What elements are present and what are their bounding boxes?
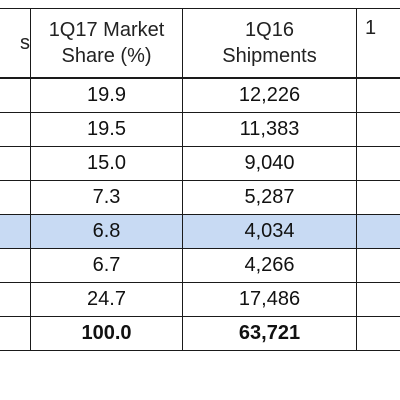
truncated-cell	[356, 180, 400, 215]
column-header-shipments-line2: Shipments	[222, 45, 317, 67]
column-header-truncated: 1	[356, 8, 400, 79]
vendor-cell	[0, 180, 31, 215]
table-header-row: s 1Q17 Market Share (%) 1Q16 Shipments 1	[0, 8, 400, 79]
shipments-cell: 4,034	[182, 214, 357, 249]
table-row: 6.7 4,266	[0, 248, 400, 283]
truncated-cell	[356, 214, 400, 249]
table-row-total: 100.0 63,721	[0, 316, 400, 351]
market-share-cell: 100.0	[30, 316, 183, 351]
market-share-cell: 6.8	[30, 214, 183, 249]
vendor-cell	[0, 77, 31, 113]
table-row: 6.8 4,034	[0, 214, 400, 249]
truncated-cell	[356, 282, 400, 317]
column-header-market-share-line1: 1Q17 Market	[48, 19, 165, 41]
vendor-cell	[0, 146, 31, 181]
column-header-vendor-label: s	[20, 32, 30, 54]
column-header-market-share-line2: Share (%)	[61, 45, 152, 67]
truncated-cell	[356, 248, 400, 283]
table-body: 19.9 12,226 19.5 11,383 15.0 9,040 7.3 5,287 6.8…	[0, 77, 400, 351]
table-row: 19.9 12,226	[0, 77, 400, 113]
market-share-cell: 24.7	[30, 282, 183, 317]
column-header-truncated-label: 1	[365, 17, 377, 39]
truncated-cell	[356, 316, 400, 351]
vendor-cell	[0, 214, 31, 249]
market-share-cell: 6.7	[30, 248, 183, 283]
shipments-cell: 11,383	[182, 112, 357, 147]
table-row: 15.0 9,040	[0, 146, 400, 181]
vendor-cell	[0, 316, 31, 351]
vendor-cell	[0, 112, 31, 147]
vendor-cell	[0, 282, 31, 317]
shipments-cell: 17,486	[182, 282, 357, 317]
shipments-cell: 4,266	[182, 248, 357, 283]
column-header-shipments: 1Q16 Shipments	[182, 8, 357, 79]
vendor-cell	[0, 248, 31, 283]
market-share-cell: 15.0	[30, 146, 183, 181]
table-row: 24.7 17,486	[0, 282, 400, 317]
truncated-cell	[356, 77, 400, 113]
truncated-cell	[356, 112, 400, 147]
column-header-market-share: 1Q17 Market Share (%)	[30, 8, 183, 79]
truncated-cell	[356, 146, 400, 181]
market-share-cell: 19.5	[30, 112, 183, 147]
column-header-shipments-line1: 1Q16	[245, 19, 294, 41]
market-share-cell: 7.3	[30, 180, 183, 215]
market-share-table: s 1Q17 Market Share (%) 1Q16 Shipments 1…	[0, 8, 400, 351]
shipments-cell: 12,226	[182, 77, 357, 113]
shipments-cell: 63,721	[182, 316, 357, 351]
table-row: 19.5 11,383	[0, 112, 400, 147]
column-header-vendor: s	[0, 8, 31, 79]
shipments-cell: 5,287	[182, 180, 357, 215]
market-share-cell: 19.9	[30, 77, 183, 113]
table-row: 7.3 5,287	[0, 180, 400, 215]
shipments-cell: 9,040	[182, 146, 357, 181]
